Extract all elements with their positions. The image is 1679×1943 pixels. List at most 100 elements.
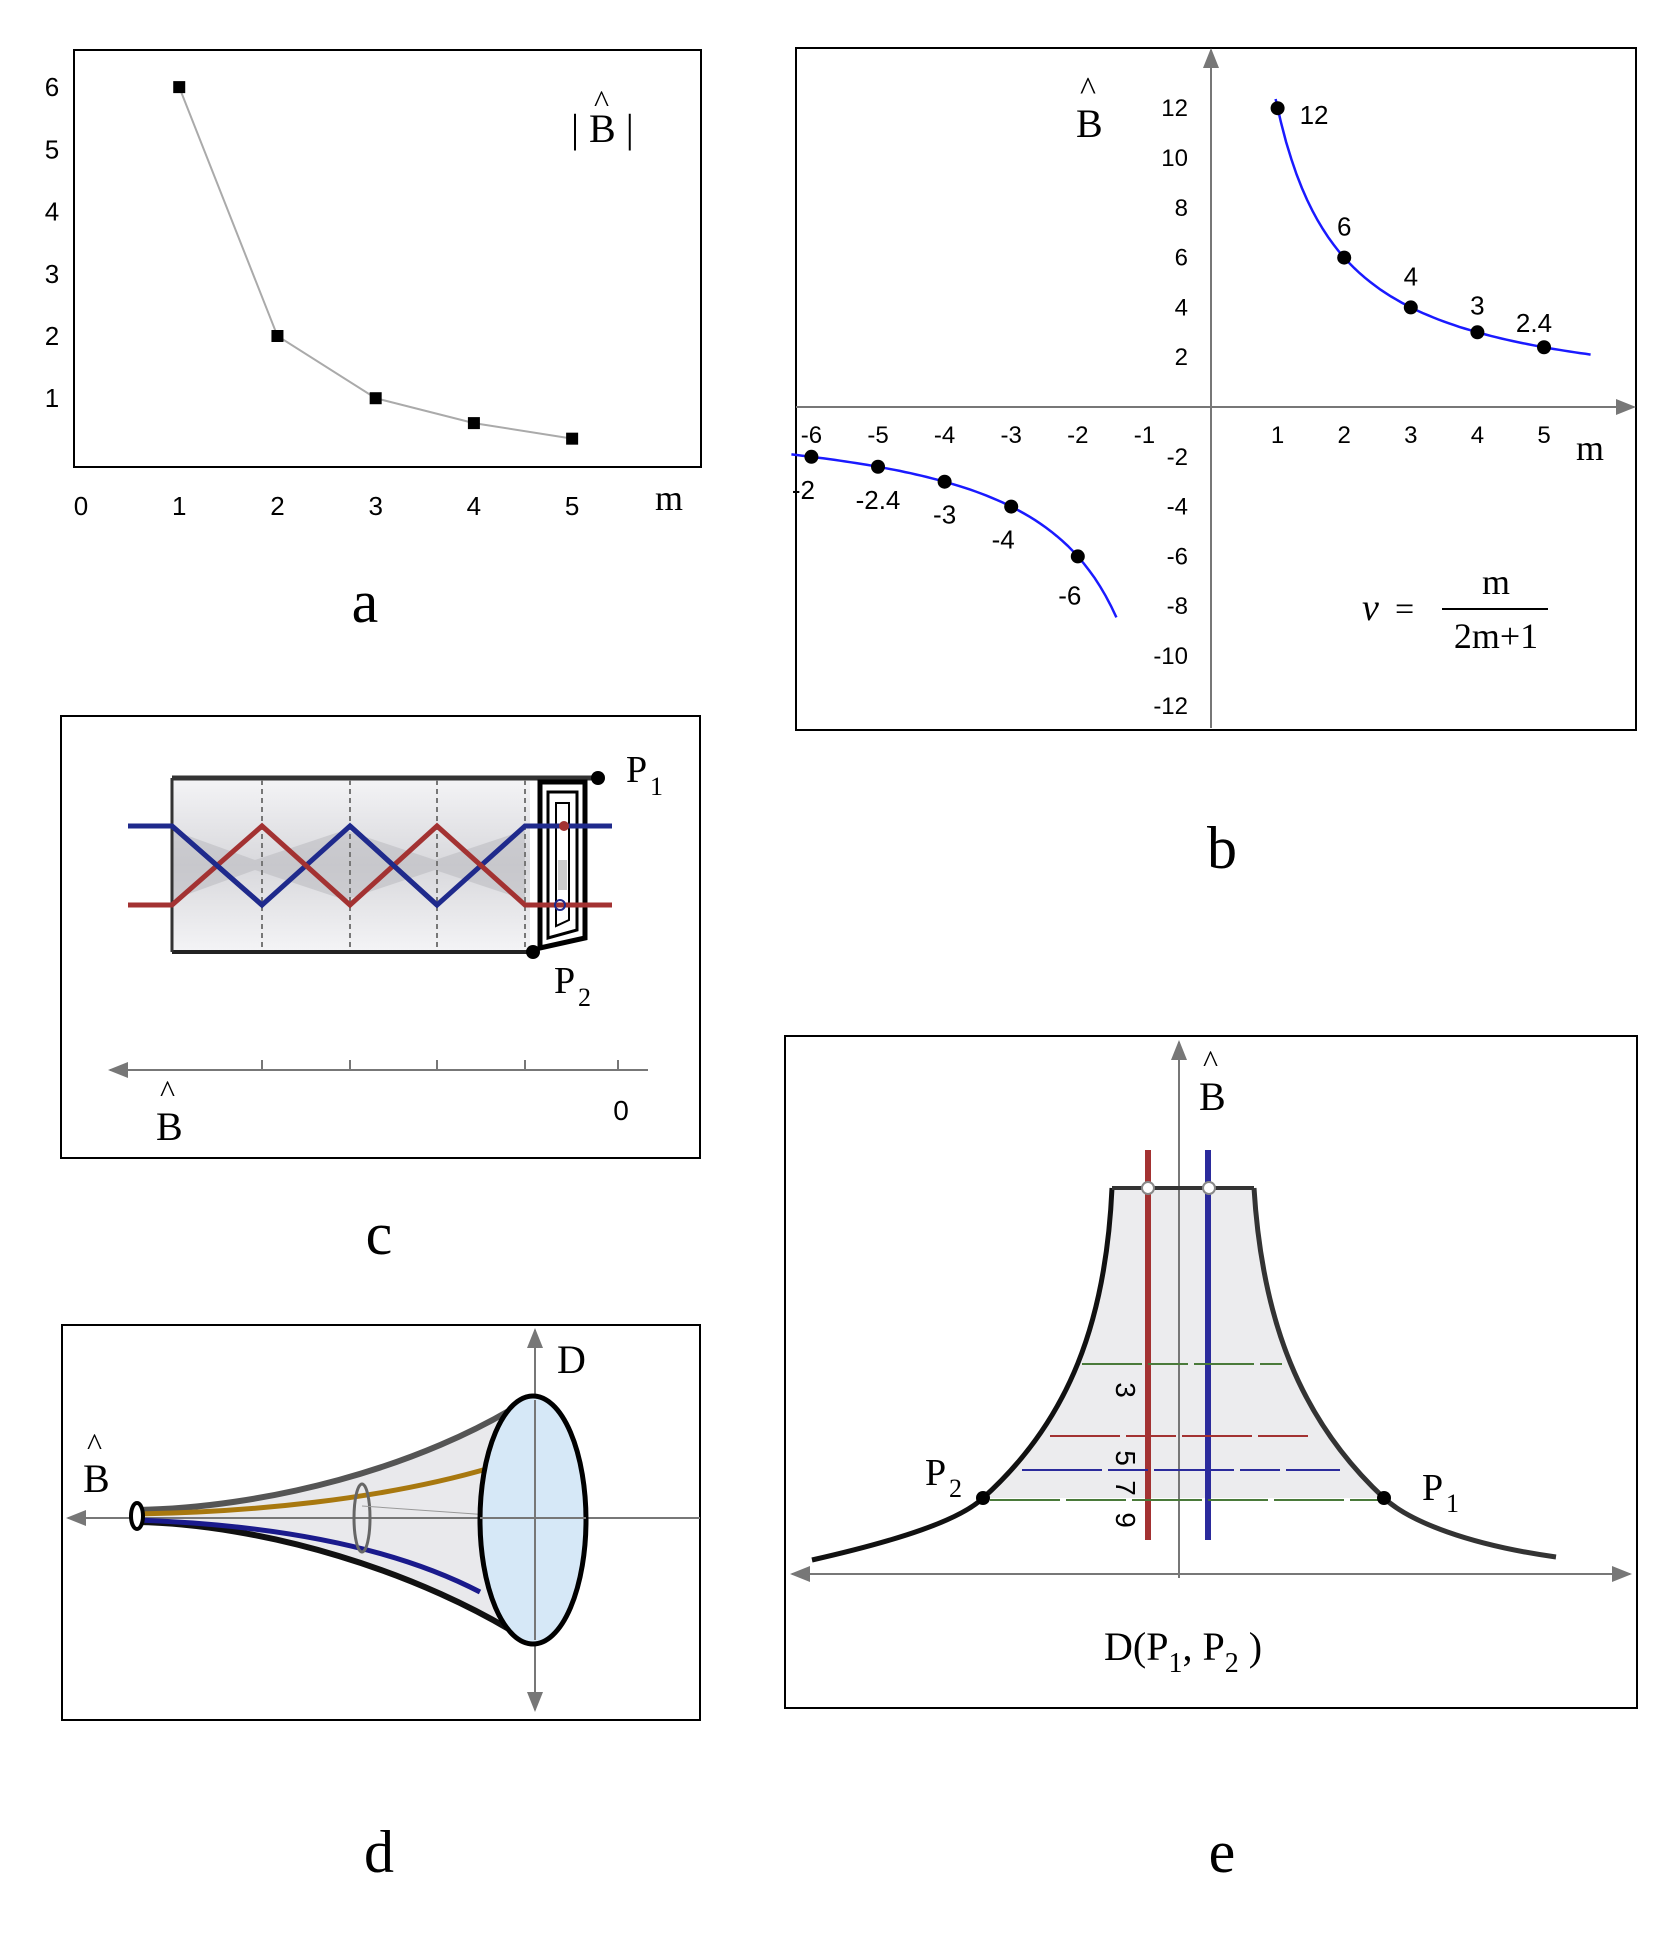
panel-b-x-tick: 5 bbox=[1537, 422, 1550, 449]
panel-a-point bbox=[271, 330, 284, 342]
formula-numerator: m bbox=[1482, 562, 1510, 602]
panel-b-ylabel-hat: ^ bbox=[1080, 71, 1096, 108]
panel-e-label: e bbox=[1209, 1819, 1236, 1885]
panel-a-label: a bbox=[352, 569, 379, 635]
panel-b-data-label: 2.4 bbox=[1516, 308, 1552, 338]
level-label: 7 bbox=[1110, 1480, 1141, 1496]
panel-b-frame bbox=[795, 47, 1637, 731]
panel-c-axis-zero: 0 bbox=[613, 1095, 629, 1126]
panel-a-x-tick: 1 bbox=[172, 491, 186, 521]
panel-c-axis-label: B bbox=[156, 1104, 183, 1149]
horn-cross-section bbox=[352, 1482, 372, 1554]
horn-bottom-edge bbox=[136, 1519, 535, 1647]
point-p2-e bbox=[976, 1491, 990, 1505]
panel-b-y-tick: -4 bbox=[1167, 494, 1188, 521]
formula-eq: = bbox=[1395, 591, 1414, 628]
panel-b-data-label: -2 bbox=[792, 475, 815, 505]
gold-curve bbox=[136, 1465, 491, 1517]
panel-a-y-tick: 5 bbox=[45, 134, 59, 164]
panel-e-p2: P bbox=[925, 1452, 946, 1494]
panel-b-data-label: -6 bbox=[1058, 580, 1081, 610]
level-lines bbox=[990, 1363, 1380, 1501]
panel-a-point bbox=[566, 432, 579, 445]
panel-a-xlabel: m bbox=[655, 478, 683, 518]
label-p1-sub: 1 bbox=[650, 772, 663, 801]
panel-b-label: b bbox=[1207, 815, 1237, 881]
panel-a: 0 1 2 3 4 5 1 2 3 4 5 6 | B | ^ m a bbox=[45, 49, 702, 635]
panel-a-point bbox=[369, 392, 382, 405]
wire-node-red bbox=[559, 821, 569, 831]
panel-a-ticks: 0 1 2 3 4 5 1 2 3 4 5 6 bbox=[45, 72, 580, 521]
panel-a-y-tick: 6 bbox=[45, 72, 59, 102]
panel-a-x-tick: 3 bbox=[368, 491, 382, 521]
panel-a-y-tick: 3 bbox=[45, 259, 59, 289]
panel-a-x-tick: 0 bbox=[74, 491, 88, 521]
panel-b-point bbox=[1537, 340, 1551, 355]
panel-e-caption: D(P1, P2 ) bbox=[1104, 1624, 1262, 1679]
panel-a-x-tick: 4 bbox=[467, 491, 481, 521]
caption-sub1: 1 bbox=[1168, 1648, 1182, 1679]
caption-end: ) bbox=[1239, 1624, 1262, 1669]
panel-a-point bbox=[467, 417, 480, 430]
panel-b-x-tick: 1 bbox=[1271, 422, 1284, 449]
horn-body bbox=[137, 1396, 533, 1644]
caption-sub2: 2 bbox=[1225, 1648, 1239, 1679]
panel-b-x-tick: 2 bbox=[1338, 422, 1351, 449]
panel-a-y-tick: 2 bbox=[45, 321, 59, 351]
panel-e-p2-sub: 2 bbox=[949, 1474, 962, 1503]
panel-b-data-label: -2.4 bbox=[856, 485, 901, 515]
panel-a-x-tick: 2 bbox=[270, 491, 284, 521]
caption-main: D(P bbox=[1104, 1624, 1168, 1669]
horn-top-edge bbox=[136, 1393, 535, 1513]
panel-b-x-tick: 4 bbox=[1471, 422, 1484, 449]
panel-c: P 1 P 2 0 B ^ c bbox=[60, 715, 701, 1267]
panel-e-p1-sub: 1 bbox=[1446, 1489, 1459, 1518]
panel-b-y-tick: 12 bbox=[1161, 95, 1188, 122]
panel-b-x-tick: -6 bbox=[801, 422, 822, 449]
panel-b-point bbox=[1470, 325, 1485, 340]
panel-a-point bbox=[173, 81, 186, 94]
panel-b-y-tick: -8 bbox=[1167, 593, 1188, 620]
point-p2 bbox=[526, 945, 540, 959]
panel-b-y-tick: -6 bbox=[1167, 543, 1188, 570]
panel-b-point bbox=[937, 474, 952, 489]
formula-denominator: 2m+1 bbox=[1454, 616, 1538, 656]
panel-b-x-tick: -5 bbox=[867, 422, 888, 449]
panel-b-point bbox=[1337, 250, 1352, 265]
point-p1-e bbox=[1377, 1491, 1391, 1505]
panel-b-x-tick: -3 bbox=[1001, 422, 1022, 449]
panel-d-d-label: D bbox=[557, 1337, 586, 1382]
panel-b-point bbox=[1270, 101, 1285, 116]
panel-b-y-tick: 4 bbox=[1175, 294, 1188, 321]
panel-b-xlabel: m bbox=[1576, 428, 1604, 468]
panel-b-y-tick: -2 bbox=[1167, 444, 1188, 471]
blue-curve bbox=[136, 1517, 482, 1595]
tube-shading bbox=[172, 830, 525, 900]
panel-d: D B ^ d bbox=[61, 1324, 701, 1885]
panel-d-label: d bbox=[364, 1819, 394, 1885]
level-label: 3 bbox=[1110, 1382, 1141, 1398]
horn-disc bbox=[477, 1393, 589, 1647]
panel-b-point bbox=[804, 449, 819, 464]
label-p2-sub: 2 bbox=[578, 983, 591, 1012]
panel-b-y-tick: 8 bbox=[1175, 195, 1188, 222]
panel-b-data-label: 3 bbox=[1470, 290, 1484, 320]
panel-c-label: c bbox=[366, 1201, 393, 1267]
end-frame bbox=[537, 779, 588, 952]
level-labels: 3 5 7 9 bbox=[1110, 1382, 1141, 1528]
label-p2: P bbox=[554, 960, 575, 1002]
panel-a-y-tick: 4 bbox=[45, 197, 59, 227]
panel-a-legend: | B | bbox=[571, 106, 634, 151]
panel-b-curve-negative bbox=[791, 453, 1118, 618]
panel-a-frame bbox=[73, 49, 702, 468]
red-top-node bbox=[1141, 1181, 1155, 1195]
level-label: 9 bbox=[1110, 1512, 1141, 1528]
panel-c-axis-hat: ^ bbox=[160, 1073, 175, 1109]
caption-mid: , P bbox=[1182, 1624, 1224, 1669]
formula-lhs: v bbox=[1362, 587, 1379, 629]
panel-b-y-tick: -10 bbox=[1153, 643, 1188, 670]
panel-a-y-tick: 1 bbox=[45, 383, 59, 413]
panel-b-x-tick: 3 bbox=[1404, 422, 1417, 449]
